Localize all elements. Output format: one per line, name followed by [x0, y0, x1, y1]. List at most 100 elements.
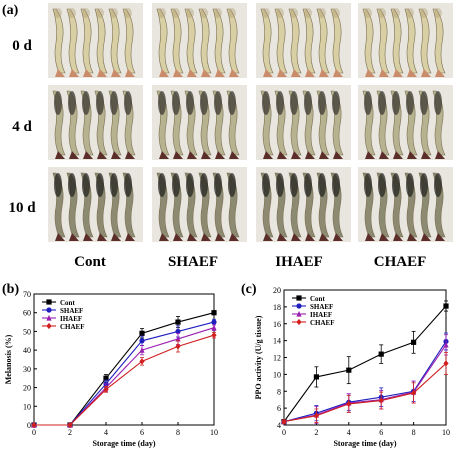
x-tick-label: 6 [140, 428, 144, 437]
data-point-chaef [378, 397, 384, 404]
y-tick-label: 10 [23, 402, 31, 411]
data-point-chaef [67, 421, 73, 429]
plot-frame [33, 293, 215, 426]
legend-label-chaef: CHAEF [310, 319, 335, 327]
y-axis-title: Melanosis (%) [4, 334, 13, 384]
panel-c-label: (c) [241, 282, 257, 297]
legend-label-shaef: SHAEF [310, 303, 333, 311]
data-point-cont [411, 339, 417, 345]
legend-label-chaef: CHAEF [60, 323, 85, 331]
y-tick-label: 30 [23, 365, 31, 374]
legend-label-cont: Cont [310, 295, 325, 303]
shrimp-photo [48, 167, 143, 242]
legend-label-shaef: SHAEF [60, 307, 83, 315]
x-tick-label: 2 [68, 428, 72, 437]
legend-marker-shaef [46, 307, 52, 313]
shrimp-photo [256, 85, 351, 160]
legend-marker-chaef [46, 322, 52, 330]
row-label-4d: 4 d [12, 119, 32, 135]
col-label-ihaef: IHAEF [275, 254, 323, 270]
x-tick-label: 0 [282, 428, 286, 437]
legend-marker-ihaef [296, 310, 302, 317]
data-point-chaef [443, 360, 449, 367]
row-label-10d: 10 d [8, 200, 36, 216]
x-tick-label: 2 [314, 428, 318, 437]
data-point-chaef [31, 421, 37, 429]
y-tick-label: 0 [27, 421, 31, 430]
series-line-ihaef [34, 327, 215, 426]
col-label-chaef: CHAEF [373, 254, 427, 270]
col-label-cont: Cont [74, 254, 106, 270]
y-axis-title: PPO activity (U/g tissue) [254, 315, 263, 399]
series-line-shaef [283, 341, 447, 423]
data-point-cont [175, 319, 181, 325]
series-line-ihaef [283, 344, 447, 423]
y-tick-label: 40 [23, 346, 31, 355]
col-label-shaef: SHAEF [167, 254, 218, 270]
data-point-cont [103, 375, 109, 381]
y-tick-label: 60 [23, 309, 31, 318]
data-point-chaef [139, 358, 145, 365]
shrimp-photo [358, 167, 453, 242]
x-tick-label: 10 [210, 428, 218, 437]
y-tick-label: 10 [273, 370, 281, 379]
series-line-cont [283, 305, 447, 422]
x-tick-label: 4 [104, 428, 108, 437]
data-point-shaef [139, 338, 145, 344]
series-line-chaef [283, 362, 447, 423]
shrimp-photo [256, 167, 351, 242]
legend-marker-cont [296, 295, 302, 301]
y-tick-label: 8 [277, 387, 281, 396]
y-tick-label: 12 [273, 354, 281, 363]
data-point-ihaef [175, 335, 181, 342]
legend-label-cont: Cont [60, 299, 75, 307]
melanosis-chart: 0 2 4 6 8 10 0 10 20 30 40 50 60 70 Storage time (day)… [4, 290, 218, 448]
y-tick-label: 6 [277, 404, 281, 413]
data-point-cont [313, 374, 319, 380]
x-axis-title: Storage time (day) [92, 439, 155, 448]
x-tick-label: 8 [176, 428, 180, 437]
y-tick-label: 50 [23, 327, 31, 336]
legend-marker-chaef [296, 318, 302, 326]
data-point-ihaef [211, 324, 217, 331]
data-point-shaef [175, 328, 181, 335]
shrimp-photo [358, 85, 453, 160]
x-tick-label: 10 [442, 428, 450, 437]
shrimp-photo [358, 3, 453, 78]
data-point-cont [346, 367, 352, 373]
panel-a-label: (a) [2, 3, 19, 18]
data-point-cont [139, 330, 145, 336]
data-point-chaef [211, 332, 217, 339]
y-tick-label: 20 [23, 384, 31, 393]
data-point-chaef [346, 400, 352, 408]
shrimp-photo [152, 3, 247, 78]
data-point-shaef [211, 319, 217, 325]
x-tick-label: 6 [379, 428, 383, 437]
row-label-0d: 0 d [12, 38, 32, 54]
y-tick-label: 18 [273, 303, 281, 312]
shrimp-photo [48, 85, 143, 160]
y-tick-label: 4 [277, 421, 281, 430]
y-tick-label: 16 [273, 320, 281, 329]
ppo-activity-chart: 0 2 4 6 8 10 4 6 8 10 12 14 16 18 20 Storage time (day)… [254, 286, 450, 448]
x-tick-label: 4 [347, 428, 351, 437]
y-tick-label: 20 [273, 286, 281, 295]
data-point-chaef [103, 386, 109, 393]
plot-frame [283, 289, 447, 426]
data-point-chaef [411, 389, 417, 397]
series-line-shaef [34, 321, 215, 426]
panel-b-label: (b) [2, 282, 20, 297]
legend-marker-ihaef [46, 314, 52, 321]
x-axis-title: Storage time (day) [333, 439, 396, 448]
data-point-chaef [281, 418, 287, 425]
legend-label-ihaef: IHAEF [310, 311, 332, 319]
shrimp-photo [48, 3, 143, 78]
series-line-chaef [34, 334, 215, 426]
data-point-cont [443, 303, 449, 309]
data-point-cont [378, 351, 384, 357]
data-point-chaef [313, 412, 319, 419]
legend-marker-cont [46, 299, 52, 305]
y-tick-label: 14 [273, 337, 281, 346]
data-point-ihaef [139, 347, 145, 353]
data-point-cont [211, 310, 217, 316]
